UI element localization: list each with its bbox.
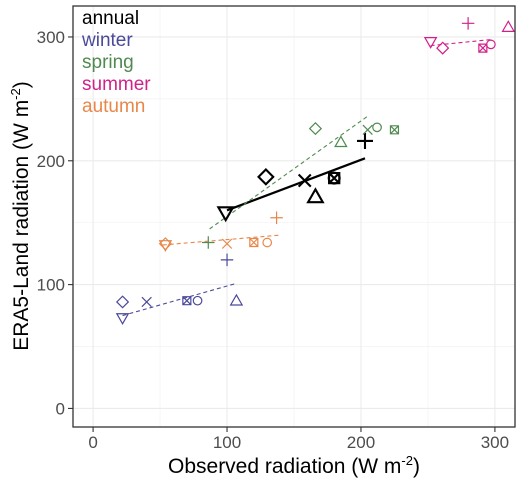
x-tick-label: 0 — [88, 433, 97, 452]
point-summer-diamond — [436, 41, 450, 55]
point-winter-diamond — [115, 295, 130, 309]
legend-entry-annual: annual — [82, 8, 139, 29]
point-spring-plus — [202, 236, 215, 249]
point-winter-circle — [192, 295, 203, 306]
point-spring-circle — [372, 122, 382, 133]
y-tick-label: 200 — [37, 152, 65, 171]
point-winter-triangle-down — [115, 313, 130, 325]
point-annual-triangle-up — [306, 187, 325, 204]
legend-entry-autumn: autumn — [82, 96, 145, 117]
point-autumn-x — [221, 238, 233, 249]
point-winter-triangle-up — [229, 293, 244, 306]
point-annual-x — [297, 173, 312, 188]
data-points — [115, 17, 516, 325]
y-axis-ticks: 0 100 200 300 — [37, 28, 73, 418]
point-spring-triangle-up — [334, 135, 348, 148]
y-tick-label: 300 — [37, 28, 65, 47]
legend-entry-winter: winter — [81, 30, 133, 51]
x-tick-label: 200 — [347, 433, 375, 452]
point-annual-square-x — [328, 171, 341, 185]
point-spring-diamond — [308, 121, 323, 136]
point-spring-square-x — [389, 125, 400, 135]
point-summer-plus — [461, 17, 475, 30]
legend-entry-spring: spring — [82, 52, 134, 73]
point-winter-square-x — [182, 296, 192, 306]
point-summer-triangle-up — [501, 20, 516, 32]
point-summer-square-x — [478, 43, 488, 53]
fit-line-autumn — [162, 234, 281, 246]
legend-entry-summer: summer — [82, 74, 151, 95]
fit-line-annual — [226, 157, 366, 212]
grid-lines — [73, 6, 515, 427]
point-autumn-plus — [270, 211, 283, 224]
point-winter-plus — [220, 253, 234, 267]
point-winter-x — [141, 296, 152, 308]
point-annual-triangle-down — [216, 206, 235, 223]
x-axis-title: Observed radiation (W m-2) — [168, 453, 420, 478]
point-annual-plus — [356, 132, 373, 149]
point-autumn-triangle-down — [158, 240, 173, 252]
fit-lines — [122, 38, 493, 317]
x-tick-label: 300 — [481, 433, 509, 452]
point-autumn-square-x — [249, 237, 259, 248]
y-axis-title: ERA5-Land radiation (W m-2) — [8, 81, 33, 351]
point-autumn-diamond — [158, 237, 173, 251]
y-tick-label: 0 — [56, 399, 65, 418]
fit-line-winter — [122, 282, 237, 317]
point-autumn-circle — [262, 237, 273, 248]
fit-line-spring — [209, 115, 368, 230]
point-summer-circle — [486, 39, 496, 50]
x-tick-label: 100 — [213, 433, 241, 452]
y-tick-label: 100 — [37, 276, 65, 295]
x-axis-ticks: 0 100 200 300 — [88, 427, 509, 452]
point-summer-triangle-down — [423, 36, 438, 49]
point-annual-diamond — [257, 168, 275, 186]
plot-border — [72, 5, 516, 428]
point-spring-x — [362, 124, 373, 135]
